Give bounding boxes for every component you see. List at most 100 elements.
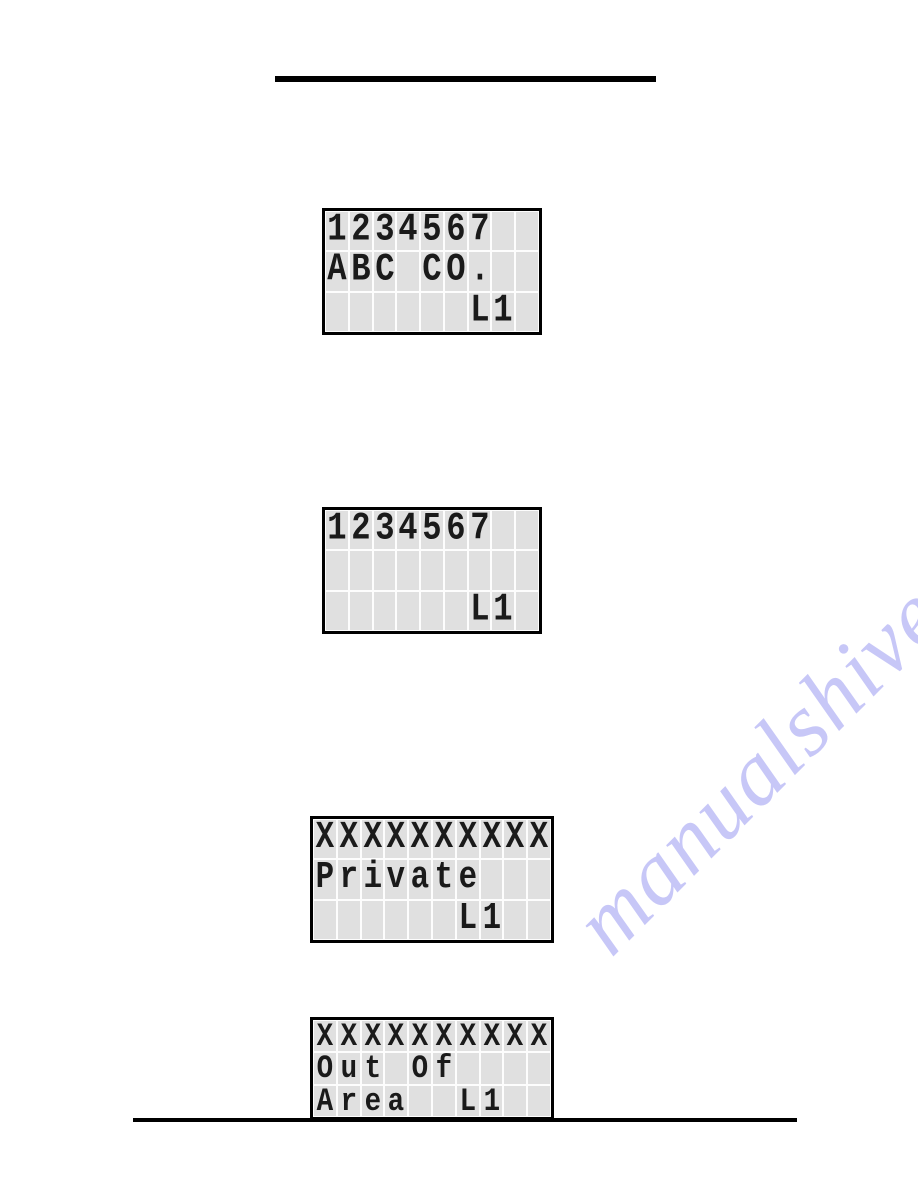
lcd-cell (397, 551, 419, 589)
lcd-row: OutOf (313, 1052, 551, 1084)
lcd-cell (397, 252, 419, 290)
lcd-row: L1 (313, 900, 551, 940)
lcd-cell (528, 860, 550, 898)
lcd-glyph: v (384, 854, 408, 906)
lcd-glyph: 5 (419, 503, 444, 557)
lcd-cell (374, 592, 396, 630)
lcd-glyph: C (419, 245, 444, 299)
lcd-glyph: 7 (467, 503, 492, 557)
lcd-cell: X (457, 1021, 479, 1051)
lcd-cell: X (433, 1021, 455, 1051)
lcd-cell (516, 551, 538, 589)
lcd-screen-3: XXXXXXXXXXOutOfAreaL1 (310, 1017, 554, 1120)
lcd-cell: 2 (350, 511, 372, 549)
lcd-cell: 1 (492, 592, 514, 630)
lcd-glyph: B (348, 245, 373, 299)
lcd-cell: X (481, 820, 503, 858)
lcd-cell (492, 511, 514, 549)
lcd-cell: e (457, 860, 479, 898)
lcd-cell (445, 592, 467, 630)
lcd-cell (421, 592, 443, 630)
lcd-cell (433, 1086, 455, 1116)
lcd-glyph: A (313, 1081, 337, 1120)
lcd-cell: X (314, 1021, 336, 1051)
lcd-cell: B (350, 252, 372, 290)
lcd-glyph: r (337, 854, 361, 906)
lcd-glyph: O (443, 245, 468, 299)
lcd-cell (350, 551, 372, 589)
lcd-glyph: 1 (324, 503, 349, 557)
lcd-cell (326, 551, 348, 589)
lcd-cell (350, 592, 372, 630)
lcd-glyph: a (384, 1081, 408, 1120)
lcd-cell: 7 (469, 511, 491, 549)
lcd-cell (338, 901, 360, 939)
watermark-text: manualshive.com (554, 437, 918, 975)
lcd-glyph: 1 (491, 584, 516, 638)
lcd-cell: O (314, 1053, 336, 1083)
lcd-row: 1234567 (325, 510, 539, 550)
lcd-cell: X (481, 1021, 503, 1051)
lcd-cell (397, 293, 419, 331)
lcd-glyph: 2 (348, 503, 373, 557)
lcd-cell (314, 901, 336, 939)
lcd-cell: O (409, 1053, 431, 1083)
lcd-cell: L (457, 901, 479, 939)
lcd-cell (326, 592, 348, 630)
lcd-row: L1 (325, 292, 539, 332)
lcd-cell: r (338, 1086, 360, 1116)
lcd-cell (528, 1053, 550, 1083)
top-rule (275, 76, 656, 82)
lcd-cell: X (504, 1021, 526, 1051)
lcd-glyph: a (408, 854, 432, 906)
lcd-cell: L (469, 293, 491, 331)
lcd-cell (433, 901, 455, 939)
lcd-cell: a (385, 1086, 407, 1116)
lcd-cell (421, 551, 443, 589)
lcd-glyph: X (527, 813, 551, 865)
lcd-glyph: P (313, 854, 337, 906)
lcd-cell: 1 (492, 293, 514, 331)
lcd-cell: X (528, 1021, 550, 1051)
lcd-glyph: L (456, 894, 480, 946)
lcd-glyph: X (456, 1016, 480, 1055)
lcd-cell (516, 293, 538, 331)
lcd-cell: X (362, 1021, 384, 1051)
lcd-cell: L (457, 1086, 479, 1116)
lcd-cell: X (528, 820, 550, 858)
lcd-cell (492, 212, 514, 250)
lcd-cell: X (409, 1021, 431, 1051)
lcd-cell: A (314, 1086, 336, 1116)
lcd-glyph: 1 (479, 894, 503, 946)
lcd-cell (516, 511, 538, 549)
lcd-screen-0: 1234567ABCCO.L1 (322, 208, 542, 335)
lcd-cell: 4 (397, 511, 419, 549)
lcd-cell: O (445, 252, 467, 290)
lcd-screen-1: 1234567L1 (322, 507, 542, 634)
lcd-cell (409, 901, 431, 939)
lcd-cell: u (338, 1053, 360, 1083)
lcd-cell: r (338, 860, 360, 898)
lcd-cell (362, 901, 384, 939)
lcd-cell: X (385, 1021, 407, 1051)
lcd-cell (528, 901, 550, 939)
lcd-cell: 1 (481, 901, 503, 939)
lcd-glyph: X (503, 1016, 527, 1055)
lcd-cell (445, 293, 467, 331)
lcd-glyph: X (503, 813, 527, 865)
lcd-cell (457, 1053, 479, 1083)
lcd-glyph: L (467, 285, 492, 339)
lcd-cell (445, 551, 467, 589)
lcd-cell (504, 1086, 526, 1116)
lcd-cell: v (385, 860, 407, 898)
lcd-cell (397, 592, 419, 630)
lcd-cell: 1 (481, 1086, 503, 1116)
lcd-glyph: X (384, 1016, 408, 1055)
lcd-glyph: 4 (396, 503, 421, 557)
lcd-cell (504, 1053, 526, 1083)
lcd-cell (481, 860, 503, 898)
lcd-cell (481, 1053, 503, 1083)
lcd-cell (516, 592, 538, 630)
lcd-glyph: L (467, 584, 492, 638)
lcd-cell (326, 293, 348, 331)
